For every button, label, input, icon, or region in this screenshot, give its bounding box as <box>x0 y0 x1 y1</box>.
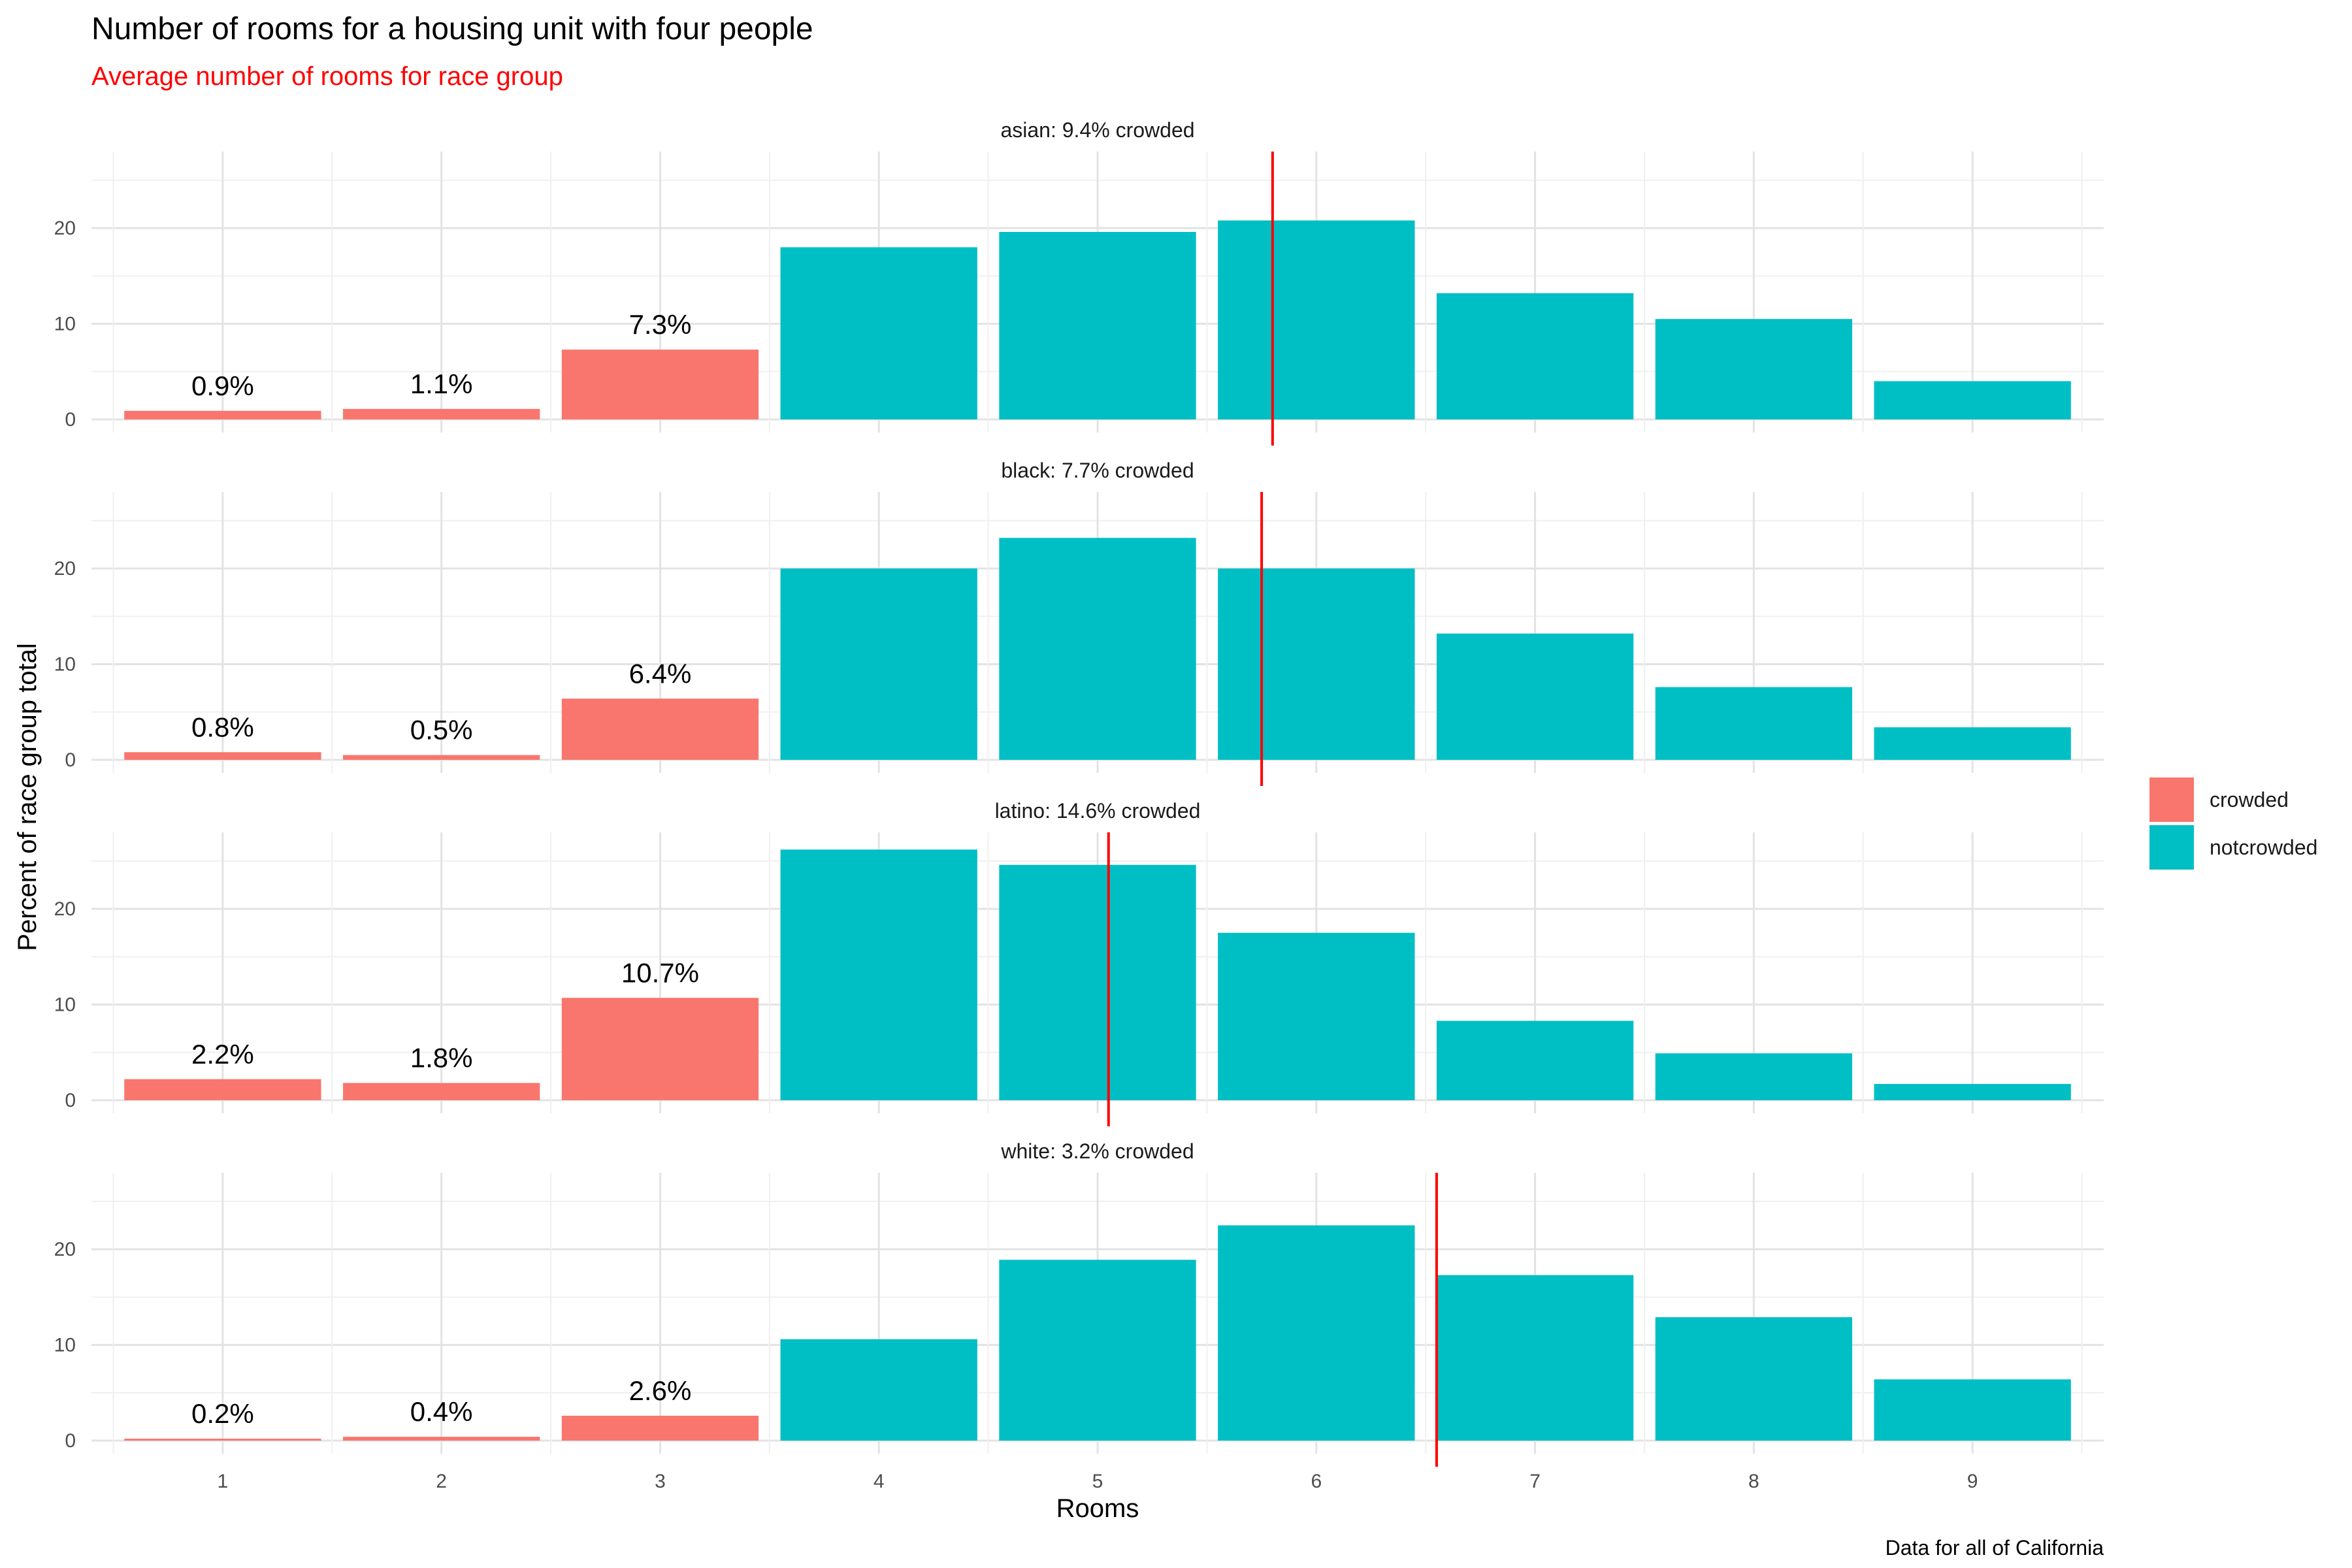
x-tick-label: 7 <box>1529 1471 1541 1492</box>
bar-value-label: 0.8% <box>191 711 254 742</box>
y-tick-label: 0 <box>65 409 76 431</box>
bar-value-label: 6.4% <box>629 658 692 689</box>
bar-notcrowded <box>1436 1275 1634 1441</box>
y-tick-label: 10 <box>54 1335 76 1356</box>
legend-swatch-crowded <box>2149 777 2194 822</box>
bar-notcrowded <box>1218 1225 1415 1441</box>
bar-crowded <box>561 350 759 419</box>
x-tick-label: 4 <box>874 1471 885 1492</box>
bar-crowded <box>124 410 321 419</box>
bar-notcrowded <box>780 568 977 760</box>
bar-crowded <box>124 752 321 760</box>
bar-crowded <box>561 698 759 760</box>
x-axis-title: Rooms <box>1056 1494 1139 1523</box>
bar-value-label: 0.4% <box>410 1396 473 1427</box>
bar-notcrowded <box>999 538 1196 760</box>
x-tick-label: 2 <box>436 1471 447 1492</box>
bar-notcrowded <box>1655 687 1852 760</box>
facet-panel: asian: 9.4% crowded 0 10 20 0.9% 1.1% 7.3% <box>54 118 2104 446</box>
y-tick-label: 20 <box>54 218 76 239</box>
legend-label: crowded <box>2210 788 2289 811</box>
bar-crowded <box>561 1415 759 1441</box>
x-tick-label: 9 <box>1967 1471 1978 1492</box>
chart-title: Number of rooms for a housing unit with … <box>91 12 813 46</box>
bar-value-label: 1.8% <box>410 1043 473 1073</box>
y-tick-label: 10 <box>54 314 76 335</box>
y-tick-label: 0 <box>65 749 76 771</box>
bar-notcrowded <box>999 1260 1196 1441</box>
facet-strip-label: latino: 14.6% crowded <box>995 799 1201 823</box>
bar-notcrowded <box>1218 220 1415 419</box>
bar-notcrowded <box>780 247 977 419</box>
facet-panel: latino: 14.6% crowded 0 10 20 2.2% 1.8% 10.7% <box>54 799 2104 1126</box>
bar-notcrowded <box>1874 1379 2071 1441</box>
bar-value-label: 7.3% <box>629 309 692 340</box>
bar-crowded <box>343 1083 540 1100</box>
bar-value-label: 0.9% <box>191 370 254 401</box>
bar-value-label: 2.2% <box>191 1039 254 1070</box>
bar-crowded <box>343 408 540 419</box>
bar-notcrowded <box>1655 1053 1852 1100</box>
y-tick-label: 0 <box>65 1430 76 1452</box>
chart-subtitle: Average number of rooms for race group <box>91 62 563 91</box>
bar-notcrowded <box>999 864 1196 1100</box>
y-tick-label: 0 <box>65 1090 76 1111</box>
y-tick-label: 10 <box>54 994 76 1016</box>
legend-label: notcrowded <box>2210 836 2317 859</box>
bar-value-label: 0.5% <box>410 715 473 745</box>
bar-value-label: 1.1% <box>410 368 473 399</box>
y-tick-label: 10 <box>54 654 76 676</box>
bar-crowded <box>561 998 759 1100</box>
bar-notcrowded <box>780 1339 977 1441</box>
facet-strip-label: asian: 9.4% crowded <box>1000 118 1194 142</box>
bar-notcrowded <box>780 849 977 1100</box>
x-tick-label: 3 <box>655 1471 666 1492</box>
bar-notcrowded <box>1655 1317 1852 1441</box>
bar-value-label: 10.7% <box>621 957 699 988</box>
y-tick-label: 20 <box>54 1239 76 1260</box>
y-tick-label: 20 <box>54 898 76 920</box>
bar-notcrowded <box>1218 568 1415 760</box>
facet-panel: black: 7.7% crowded 0 10 20 0.8% 0.5% 6.4% <box>54 459 2104 786</box>
x-tick-label: 5 <box>1092 1471 1103 1492</box>
bar-notcrowded <box>1436 1021 1634 1100</box>
x-tick-label: 8 <box>1748 1471 1759 1492</box>
bar-crowded <box>343 1437 540 1441</box>
x-tick-label: 6 <box>1311 1471 1322 1492</box>
x-tick-label: 1 <box>218 1471 229 1492</box>
bar-notcrowded <box>1218 932 1415 1100</box>
facet-strip-label: black: 7.7% crowded <box>1001 459 1194 482</box>
facet-panel: white: 3.2% crowded 0 10 20 0.2% 0.4% 2.6% 1 2 3 4… <box>54 1139 2104 1492</box>
bar-notcrowded <box>1655 319 1852 419</box>
bar-notcrowded <box>1874 1084 2071 1100</box>
bar-value-label: 0.2% <box>191 1398 254 1429</box>
facet-strip-label: white: 3.2% crowded <box>1000 1139 1194 1163</box>
y-tick-label: 20 <box>54 558 76 580</box>
bar-value-label: 2.6% <box>629 1375 692 1406</box>
bar-notcrowded <box>1874 381 2071 419</box>
bar-notcrowded <box>999 232 1196 419</box>
bar-notcrowded <box>1436 633 1634 760</box>
bar-notcrowded <box>1436 293 1634 419</box>
bar-crowded <box>124 1439 321 1441</box>
y-axis-title: Percent of race group total <box>13 643 42 951</box>
legend-swatch-notcrowded <box>2149 825 2194 870</box>
bar-crowded <box>343 755 540 760</box>
chart-caption: Data for all of California <box>1886 1536 2104 1560</box>
legend: crowded notcrowded <box>2149 777 2317 870</box>
bar-crowded <box>124 1079 321 1100</box>
bar-notcrowded <box>1874 727 2071 760</box>
